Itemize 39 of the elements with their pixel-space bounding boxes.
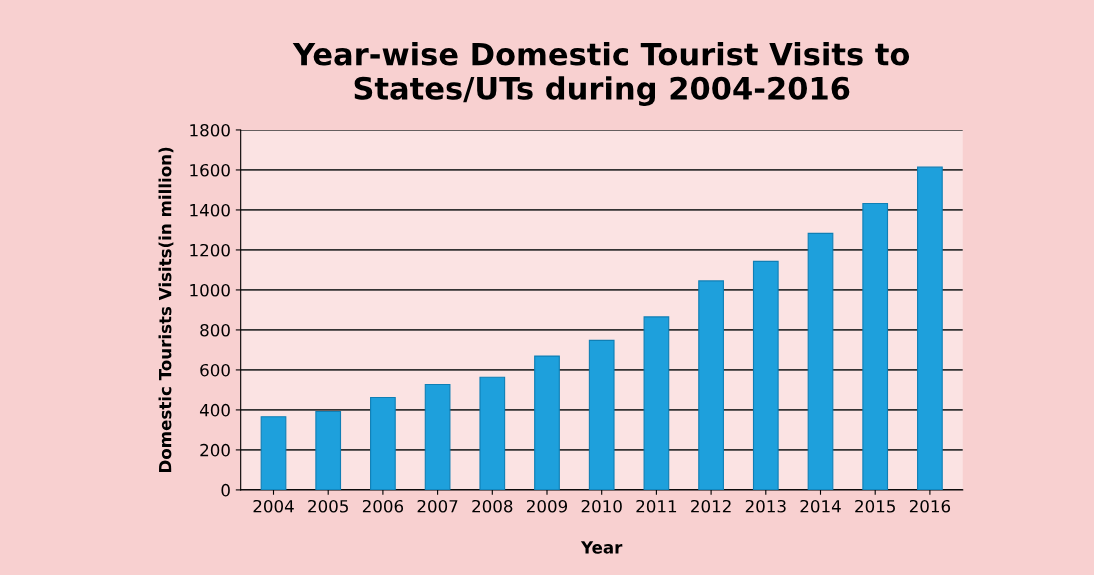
bar	[698, 280, 724, 490]
bar	[260, 416, 287, 490]
y-tick-label: 400	[199, 403, 230, 417]
x-tick-label: 2015	[855, 499, 895, 513]
x-tick-label: 2008	[472, 499, 513, 513]
x-tick-label: 2013	[745, 499, 786, 513]
y-tick-label: 1000	[190, 283, 230, 297]
bar	[917, 166, 943, 490]
x-tick-label: 2012	[691, 499, 731, 513]
y-tick-label: 1400	[190, 203, 230, 217]
y-tick-label: 1600	[190, 163, 230, 177]
bar	[479, 376, 506, 490]
y-tick-label: 200	[200, 443, 230, 457]
y-axis-title: Domestic Tourists Visits(in million)	[158, 147, 174, 473]
bar	[424, 383, 451, 490]
x-tick-label: 2016	[909, 499, 951, 513]
bar	[588, 339, 615, 490]
y-tick-label: 0	[221, 483, 230, 497]
y-tick-label: 800	[200, 323, 230, 337]
x-tick-label: 2009	[527, 499, 568, 513]
x-tick-label: 2014	[800, 499, 841, 513]
y-tick-label: 600	[200, 363, 230, 377]
bar	[807, 232, 834, 490]
bar	[643, 316, 670, 490]
chart-title: Year-wise Domestic Tourist Visits to States/UTs during 2004-2016	[292, 41, 910, 106]
bar	[534, 355, 560, 490]
x-tick-label: 2011	[636, 499, 677, 513]
y-tick-label: 1800	[190, 123, 230, 137]
y-tick-label: 1200	[190, 243, 230, 257]
x-tick-label: 2005	[308, 499, 348, 513]
x-tick-label: 2004	[253, 499, 294, 513]
bar	[862, 202, 889, 490]
x-tick-label: 2010	[581, 499, 622, 513]
x-tick-label: 2006	[362, 499, 404, 513]
x-axis-title: Year	[580, 541, 623, 554]
bar	[752, 260, 779, 490]
x-tick-label: 2007	[417, 499, 458, 513]
bar	[370, 396, 396, 490]
bar	[315, 410, 342, 490]
